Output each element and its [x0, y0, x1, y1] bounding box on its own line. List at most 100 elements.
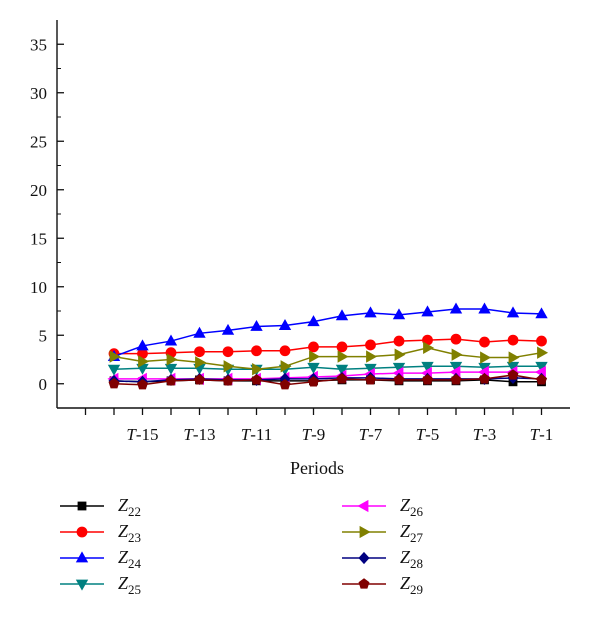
y-tick-label: 25 [30, 132, 47, 151]
legend-label-main: Z [118, 521, 129, 541]
data-point-z29 [507, 369, 519, 380]
data-point-z23 [450, 333, 462, 345]
data-point-z25 [421, 361, 434, 373]
series-z25 [107, 361, 548, 376]
data-point-z27 [423, 341, 435, 355]
x-tick-label-prefix: T [416, 425, 427, 444]
x-tick-label: T-5 [416, 425, 440, 444]
data-point-z24 [421, 305, 434, 317]
y-tick-label: 5 [39, 326, 48, 345]
data-point-z29 [308, 376, 319, 387]
data-point-z29 [194, 374, 205, 385]
data-point-z29 [393, 374, 405, 385]
data-point-z29 [108, 378, 120, 389]
data-point-z24 [136, 339, 149, 351]
y-tick-label: 15 [30, 229, 47, 248]
data-point-z25 [307, 362, 320, 374]
data-point-z29 [536, 374, 547, 385]
legend-label-sub: 29 [410, 582, 423, 597]
data-point-z23 [194, 346, 205, 358]
legend-label-sub: 26 [410, 504, 424, 519]
data-point-z23 [336, 341, 348, 353]
data-point-z27 [337, 350, 349, 363]
data-point-z24 [364, 306, 377, 318]
y-tick-label: 20 [30, 181, 47, 200]
legend-marker [358, 551, 370, 565]
legend-label-sub: 24 [128, 556, 142, 571]
legend-item-z26: Z26 [342, 495, 424, 519]
data-point-z24 [392, 308, 406, 320]
data-point-z24 [164, 334, 178, 346]
y-tick-label: 0 [39, 375, 48, 394]
y-tick-label: 35 [30, 35, 47, 54]
x-tick-label: T-13 [183, 425, 215, 444]
data-point-z29 [422, 374, 433, 385]
legend-label: Z27 [400, 521, 424, 545]
data-point-z27 [537, 346, 549, 359]
data-point-z24 [535, 307, 548, 319]
x-tick-label-prefix: T [359, 425, 370, 444]
data-point-z23 [251, 345, 262, 357]
data-point-z25 [164, 363, 178, 375]
data-point-z23 [279, 345, 291, 357]
data-point-z29 [279, 378, 291, 390]
legend-item-z25: Z25 [60, 573, 141, 597]
legend-label: Z29 [400, 573, 423, 597]
x-tick-label-suffix: -1 [539, 425, 553, 444]
x-tick-label-prefix: T [302, 425, 313, 444]
data-point-z27 [252, 363, 264, 376]
data-point-z27 [166, 353, 178, 366]
series-line-z23 [114, 338, 542, 355]
data-point-z29 [137, 378, 148, 390]
legend-label: Z25 [118, 573, 141, 597]
legend-item-z23: Z23 [60, 521, 141, 545]
x-tick-label: T-9 [302, 425, 326, 444]
legend-marker [359, 525, 371, 539]
data-point-z27 [309, 350, 321, 363]
data-point-z24 [478, 302, 491, 314]
data-point-z25 [107, 364, 121, 376]
x-tick-label-suffix: -9 [311, 425, 325, 444]
legend-label-sub: 23 [128, 530, 141, 545]
data-point-z27 [195, 356, 207, 369]
series-z27 [109, 341, 549, 376]
x-tick-label-suffix: -11 [250, 425, 272, 444]
legend-label-main: Z [400, 573, 411, 593]
data-point-z27 [480, 351, 492, 364]
data-point-z29 [479, 373, 490, 384]
data-point-z29 [251, 374, 262, 385]
x-tick-label-prefix: T [530, 425, 541, 444]
data-point-z24 [449, 302, 463, 314]
data-point-z24 [335, 309, 349, 321]
x-tick-label: T-11 [241, 425, 273, 444]
legend-marker [358, 578, 370, 589]
legend-label-main: Z [118, 573, 129, 593]
data-point-z29 [450, 374, 462, 385]
legend-label: Z26 [400, 495, 424, 519]
data-point-z27 [223, 360, 235, 373]
x-tick-label: T-15 [126, 425, 158, 444]
series-z29 [108, 369, 547, 390]
legend-item-z29: Z29 [342, 573, 423, 597]
legend-marker [75, 579, 89, 591]
legend-label-main: Z [118, 547, 129, 567]
data-point-z27 [366, 350, 378, 363]
series-line-z24 [113, 308, 542, 358]
x-tick-label: T-1 [530, 425, 554, 444]
series-z24 [107, 302, 548, 361]
legend-label-sub: 28 [410, 556, 423, 571]
data-point-z29 [365, 374, 376, 385]
data-point-z29 [165, 375, 177, 386]
data-point-z24 [506, 306, 520, 318]
legend-item-z22: Z22 [60, 495, 141, 519]
legend-label-main: Z [118, 495, 129, 515]
legend-marker [75, 551, 89, 563]
data-point-z27 [394, 348, 406, 361]
x-tick-label-prefix: T [126, 425, 137, 444]
x-tick-label: T-7 [359, 425, 383, 444]
x-tick-label-suffix: -7 [368, 425, 383, 444]
series-z23 [108, 333, 547, 360]
